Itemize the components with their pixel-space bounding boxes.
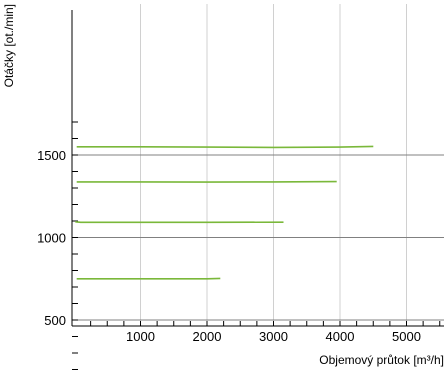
- x-tick-label: 3000: [259, 329, 288, 344]
- y-tick-label: 500: [44, 313, 66, 328]
- vertical-grid: [140, 4, 407, 326]
- x-tick-label: 4000: [326, 329, 355, 344]
- x-tick-label: 5000: [392, 329, 421, 344]
- y-tick-label: 1500: [37, 148, 66, 163]
- x-tick-label: 2000: [193, 329, 222, 344]
- horizontal-grid: [72, 154, 444, 321]
- series-line: [75, 221, 284, 224]
- x-tick-label: 1000: [126, 329, 155, 344]
- minor-ticks: [72, 121, 441, 370]
- x-axis-label: Objemový průtok [m³/h]: [319, 353, 444, 367]
- series-layer: [75, 145, 374, 280]
- x-tick-labels: 1000 2000 3000 4000 5000: [126, 329, 421, 344]
- y-tick-label: 1000: [37, 231, 66, 246]
- series-line: [76, 180, 337, 183]
- y-tick-labels: 500 1000 1500: [37, 148, 66, 328]
- y-axis-label: Otáčky [ot./min]: [2, 4, 16, 87]
- series-line: [76, 145, 374, 149]
